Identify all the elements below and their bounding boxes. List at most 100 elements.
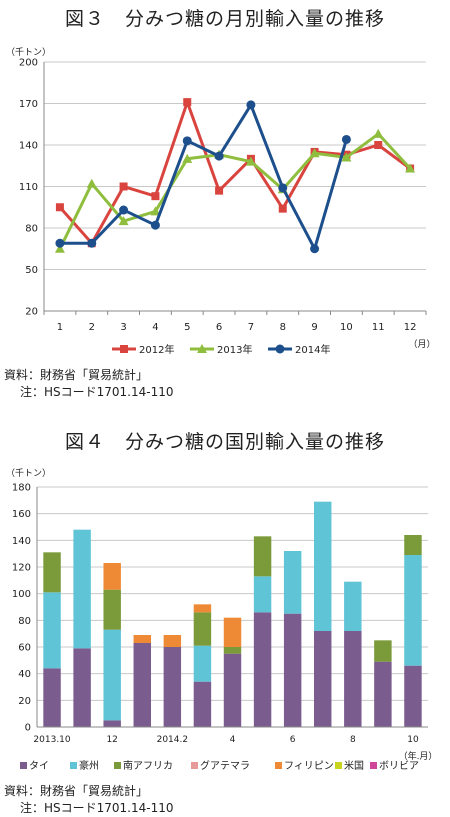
chart2-note: 注：HSコード1701.14-110 [20,801,174,815]
bar-segment-南アフリカ [374,640,392,662]
data-point-2013 [182,153,193,163]
bar-segment-タイ [374,661,392,727]
bar-segment-フィリピン [223,617,242,647]
legend-label-2013: 2013年 [217,343,252,356]
bar-segment-豪州 [193,645,212,682]
bar-segment-タイ [103,720,121,727]
bar-segment-タイ [223,653,242,727]
bar-segment-タイ [283,613,302,727]
data-point-2012 [119,182,128,191]
bar-segment-南アフリカ [253,536,272,577]
bar-segment-タイ [193,681,212,727]
legend-swatch [191,762,198,769]
legend-marker [120,345,128,353]
data-point-2014 [55,238,65,248]
data-point-2014 [182,136,192,146]
data-point-2012 [374,141,383,149]
y-tick-label: 110 [19,182,38,193]
x-tick-label: 4 [230,735,236,745]
y-tick-label: 0 [25,723,31,734]
legend-label-2012: 2012年 [139,343,174,356]
y-tick-label: 40 [18,669,31,680]
x-tick-label: 10 [407,735,419,745]
y-tick-label: 80 [18,616,31,627]
x-tick-label: 6 [216,322,222,333]
chart2-source-block: 資料：財務省「貿易統計」 注：HSコード1701.14-110 [4,783,174,817]
x-unit-label: （月） [408,339,435,350]
data-point-2013 [54,243,65,253]
data-point-2013 [373,128,384,138]
legend-label: 南アフリカ [123,759,173,772]
bar-segment-タイ [73,648,91,727]
bar-segment-南アフリカ [404,535,422,555]
bar-segment-豪州 [103,629,121,721]
data-point-2013 [150,206,161,216]
bar-segment-タイ [43,668,61,727]
y-tick-label: 160 [12,509,31,520]
legend-label: 豪州 [79,759,99,772]
x-tick-label: 2 [89,322,95,333]
bar-segment-フィリピン [103,563,121,590]
legend-swatch [335,762,342,769]
legend-marker [197,344,207,353]
data-point-2014 [310,244,320,254]
y-tick-label: 180 [12,483,31,494]
legend-label: フィリピン [284,760,334,772]
x-tick-label: 8 [350,735,356,745]
bar-segment-豪州 [73,529,91,649]
y-tick-label: 20 [18,696,31,707]
data-point-2014 [246,100,256,110]
x-tick-label: 12 [404,322,417,333]
chart1-source: 資料：財務省「貿易統計」 [4,368,149,382]
bar-segment-南アフリカ [223,647,242,654]
chart1-title: 図３ 分みつ糖の月別輸入量の推移 [64,8,385,30]
y-tick-label: 80 [25,224,38,235]
bar-segment-フィリピン [163,635,182,647]
x-tick-label: 9 [311,322,317,333]
legend-label: 米国 [344,759,364,772]
data-point-2013 [86,178,97,188]
chart2-stacked-bar-chart: 0 20 40 60 80 100 120 140 160 180 2013.10 12 2014.2 4… [12,483,438,773]
data-point-2013 [341,152,352,162]
data-point-2014 [341,134,351,144]
x-tick-label: 2014.2 [157,735,189,745]
legend-label-2014: 2014年 [295,343,330,356]
x-tick-label: 6 [290,735,296,745]
series-line-2014 [59,103,348,251]
bar-segment-タイ [163,647,182,727]
x-tick-label: 2013.10 [33,735,70,745]
bar-segment-フィリピン [133,635,151,643]
x-tick-label: 1 [57,322,63,333]
legend-label: タイ [29,760,49,772]
bar-segment-タイ [133,643,151,727]
data-point-2014 [87,238,97,248]
data-point-2012 [55,203,64,212]
y-tick-label: 100 [12,589,31,600]
chart2-source: 資料：財務省「貿易統計」 [4,784,149,798]
legend-label: グアテマラ [200,759,250,772]
x-tick-label: 8 [280,322,286,333]
chart1-source-block: 資料：財務省「貿易統計」 注：HSコード1701.14-110 [4,367,174,401]
x-unit-label: （年.月） [399,750,438,762]
data-point-2013 [118,216,129,226]
bar-segment-豪州 [344,581,362,631]
y-tick-label: 140 [12,536,31,547]
x-tick-label: 12 [106,735,117,745]
data-point-2014 [278,183,288,193]
x-tick-label: 7 [248,322,254,333]
data-point-2012 [183,98,192,107]
chart1-y-unit: （千トン） [6,48,52,58]
data-point-2014 [150,220,160,230]
y-tick-label: 50 [25,265,38,276]
y-tick-label: 20 [25,307,38,318]
bar-segment-フィリピン [193,604,212,613]
chart1-note: 注：HSコード1701.14-110 [20,385,174,399]
bar-segment-タイ [314,631,332,727]
bar-segment-南アフリカ [103,589,121,630]
data-point-2014 [119,205,129,215]
chart2-title: 図４ 分みつ糖の国別輸入量の推移 [64,431,385,453]
legend-swatch [20,762,27,769]
legend-swatch [114,762,121,769]
data-point-2013 [405,163,416,173]
